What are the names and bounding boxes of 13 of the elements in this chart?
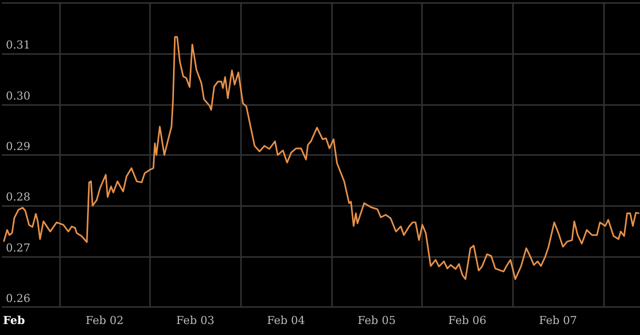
y-tick-label: 0.29 <box>6 140 30 153</box>
x-tick-label: Feb 03 <box>176 314 214 327</box>
y-tick-label: 0.28 <box>6 190 30 204</box>
x-tick-label: Feb 04 <box>266 314 306 327</box>
y-tick-label: 0.27 <box>6 241 30 254</box>
x-tick-label: Feb 02 <box>86 314 124 327</box>
x-tick-label: Feb <box>2 314 26 327</box>
x-tick-label: Feb 06 <box>448 314 486 327</box>
y-tick-label: 0.26 <box>6 292 30 305</box>
x-tick-label: Feb 05 <box>358 314 396 327</box>
y-tick-label: 0.31 <box>6 38 30 52</box>
y-tick-label: 0.30 <box>6 89 30 102</box>
x-tick-label: Feb 07 <box>538 314 578 327</box>
